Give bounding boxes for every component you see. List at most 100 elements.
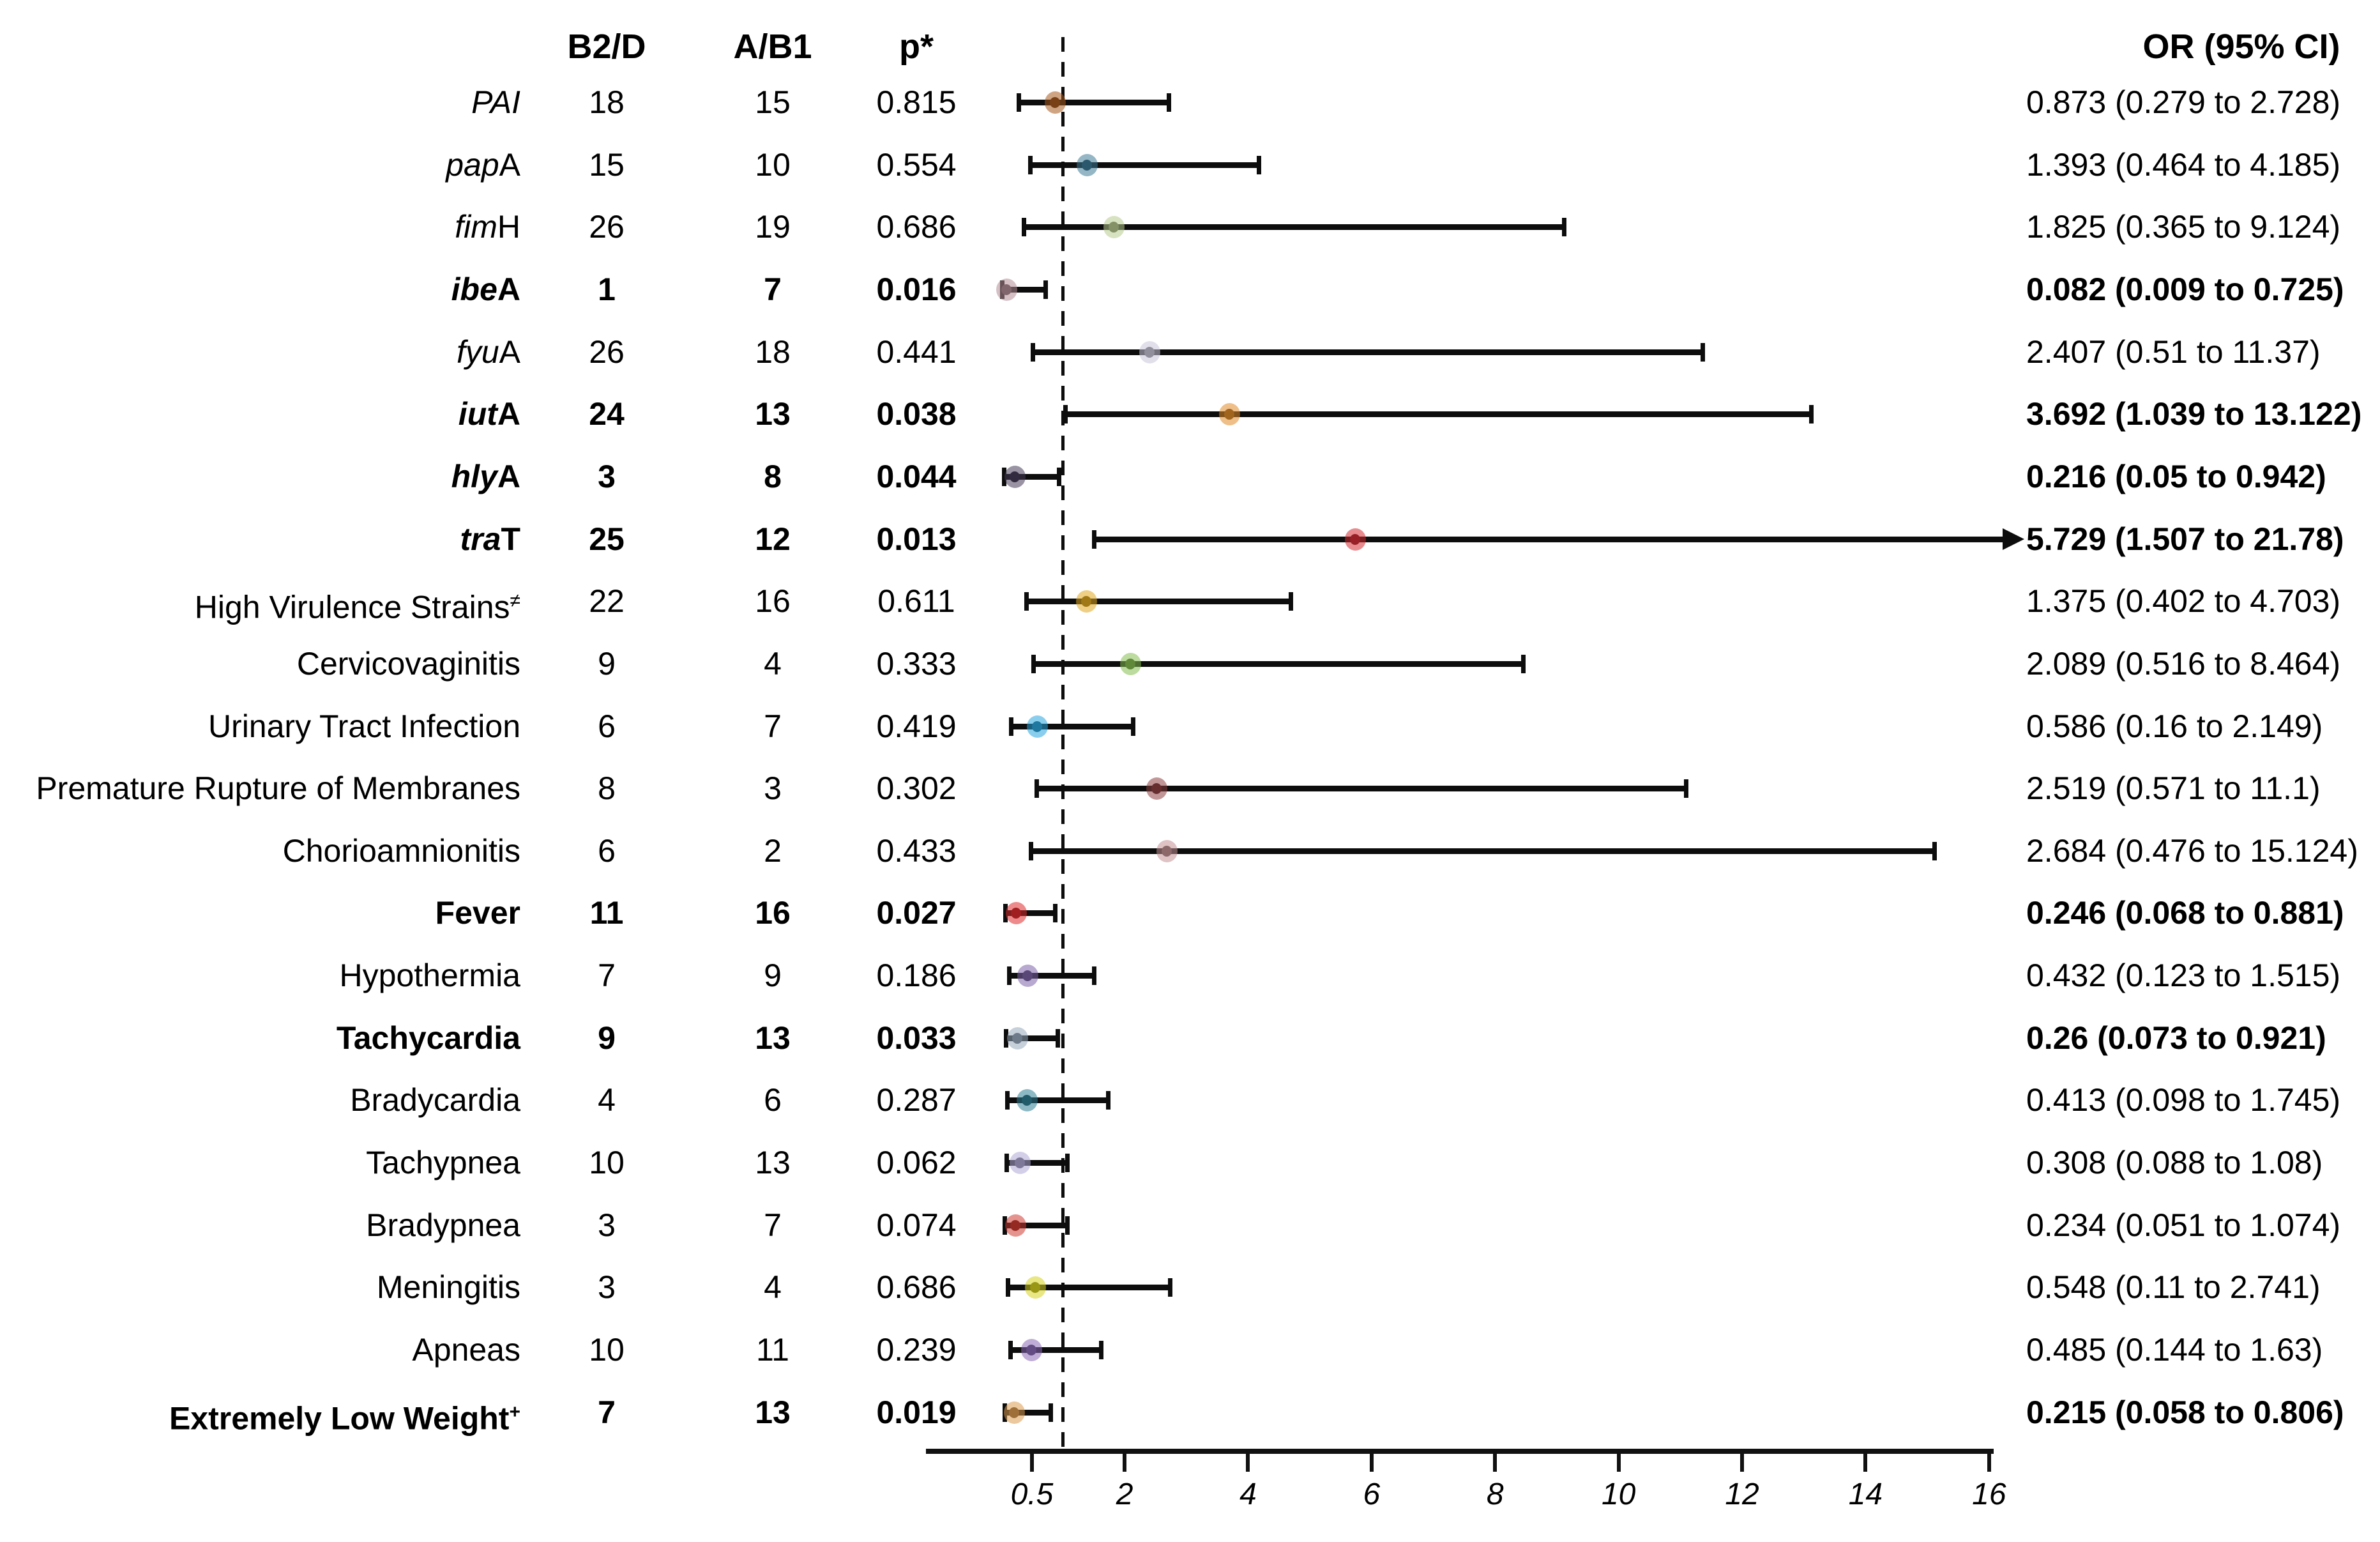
ci-cap-high xyxy=(1092,966,1097,986)
row-label: High Virulence Strains≠ xyxy=(0,577,520,625)
row-label-superscript: ≠ xyxy=(510,590,520,612)
p-value: 0.239 xyxy=(876,1332,957,1368)
row-label-italic: fyu xyxy=(456,333,499,370)
ci-cap-low xyxy=(1003,1028,1008,1048)
row-label: Meningitis xyxy=(0,1263,520,1311)
ab1-count: 16 xyxy=(755,583,791,620)
row-label-italic: PAI xyxy=(471,84,520,120)
row-label-text: A xyxy=(497,396,520,432)
row-label-text: A xyxy=(497,271,520,307)
x-axis-tick-label: 14 xyxy=(1848,1477,1883,1511)
or-point-center xyxy=(1011,908,1022,919)
row-label-text: Hypothermia xyxy=(339,958,520,994)
x-axis-tick xyxy=(1030,1453,1034,1472)
or-point-center xyxy=(1015,1157,1026,1169)
p-value: 0.686 xyxy=(876,1269,957,1306)
b2d-count: 26 xyxy=(589,209,625,245)
ab1-count: 3 xyxy=(764,770,782,807)
or-ci-text: 0.082 (0.009 to 0.725) xyxy=(2026,271,2344,307)
b2d-count: 3 xyxy=(598,1269,616,1306)
x-axis-tick xyxy=(1987,1453,1991,1472)
p-value: 0.033 xyxy=(876,1019,957,1056)
row-label-text: Fever xyxy=(435,895,520,931)
p-value: 0.027 xyxy=(876,895,957,931)
or-ci-text: 2.089 (0.516 to 8.464) xyxy=(2026,645,2341,682)
ci-line xyxy=(1004,1222,1068,1228)
ci-cap-high xyxy=(1932,841,1937,860)
ci-line xyxy=(1005,1035,1058,1041)
row-label: Premature Rupture of Membranes xyxy=(0,765,520,812)
ab1-count: 7 xyxy=(764,1207,782,1243)
ci-line xyxy=(1094,536,2003,542)
or-ci-text: 0.246 (0.068 to 0.881) xyxy=(2026,895,2344,931)
ci-line xyxy=(1036,786,1686,792)
or-point-center xyxy=(1021,1095,1032,1106)
ci-cap-high xyxy=(1106,1091,1111,1110)
or-ci-text: 0.234 (0.051 to 1.074) xyxy=(2026,1207,2341,1243)
or-ci-text: 0.485 (0.144 to 1.63) xyxy=(2026,1332,2323,1368)
ab1-count: 16 xyxy=(755,895,791,931)
p-value: 0.013 xyxy=(876,521,957,557)
ci-cap-high xyxy=(1167,93,1172,112)
or-point-center xyxy=(1144,346,1155,358)
row-label: fyuA xyxy=(0,328,520,376)
ci-line xyxy=(1004,473,1059,480)
b2d-count: 3 xyxy=(598,1207,616,1243)
row-label-italic: iut xyxy=(458,396,497,432)
row-label: fimH xyxy=(0,203,520,250)
row-label-text: Meningitis xyxy=(376,1269,520,1306)
or-point-center xyxy=(1012,1032,1022,1044)
ci-cap-high xyxy=(1167,1278,1172,1297)
row-label-italic: pap xyxy=(446,146,499,183)
ci-line xyxy=(1032,349,1704,355)
ci-line xyxy=(1004,1409,1051,1416)
p-value: 0.044 xyxy=(876,458,957,494)
p-value: 0.019 xyxy=(876,1394,957,1430)
or-point-center xyxy=(1032,721,1043,732)
column-header-p: p* xyxy=(899,27,934,66)
or-point-center xyxy=(1082,159,1093,171)
ab1-count: 2 xyxy=(764,832,782,869)
row-label: iutA xyxy=(0,390,520,438)
ab1-count: 8 xyxy=(764,458,782,494)
ab1-count: 15 xyxy=(755,84,791,120)
ci-cap-high xyxy=(1808,405,1814,424)
ci-line xyxy=(1001,286,1046,293)
b2d-count: 22 xyxy=(589,583,625,620)
b2d-count: 8 xyxy=(598,770,616,807)
p-value: 0.815 xyxy=(876,84,957,120)
ci-cap-high xyxy=(1131,717,1136,736)
row-label: papA xyxy=(0,141,520,188)
x-axis-tick-label: 4 xyxy=(1239,1477,1257,1511)
or-point-center xyxy=(1349,533,1360,545)
x-axis-tick xyxy=(1246,1453,1250,1472)
row-label-text: T xyxy=(501,521,520,557)
column-header-or: OR (95% CI) xyxy=(2142,27,2340,66)
row-label-text: A xyxy=(497,458,520,494)
or-ci-text: 0.215 (0.058 to 0.806) xyxy=(2026,1394,2344,1430)
or-ci-text: 1.375 (0.402 to 4.703) xyxy=(2026,583,2341,620)
row-label-text: Urinary Tract Infection xyxy=(208,708,520,744)
ab1-count: 13 xyxy=(755,396,791,432)
p-value: 0.038 xyxy=(876,396,957,432)
p-value: 0.287 xyxy=(876,1082,957,1118)
row-label-text: Cervicovaginitis xyxy=(296,645,520,682)
ci-cap-low xyxy=(1004,1154,1010,1173)
row-label-text: Bradycardia xyxy=(350,1082,520,1118)
row-label: Tachycardia xyxy=(0,1014,520,1062)
ci-line xyxy=(1030,848,1936,854)
b2d-count: 6 xyxy=(598,708,616,744)
ci-cap-low xyxy=(1030,342,1035,362)
x-axis-tick-label: 10 xyxy=(1601,1477,1636,1511)
ab1-count: 4 xyxy=(764,645,782,682)
row-label: Hypothermia xyxy=(0,952,520,999)
x-axis-line xyxy=(926,1449,1994,1454)
or-ci-text: 1.825 (0.365 to 9.124) xyxy=(2026,209,2341,245)
ab1-count: 13 xyxy=(755,1394,791,1430)
ci-cap-low xyxy=(1009,717,1014,736)
b2d-count: 18 xyxy=(589,84,625,120)
row-label: Bradypnea xyxy=(0,1202,520,1249)
ci-cap-low xyxy=(1005,1091,1010,1110)
ci-cap-high xyxy=(1065,1216,1070,1235)
b2d-count: 25 xyxy=(589,521,625,557)
